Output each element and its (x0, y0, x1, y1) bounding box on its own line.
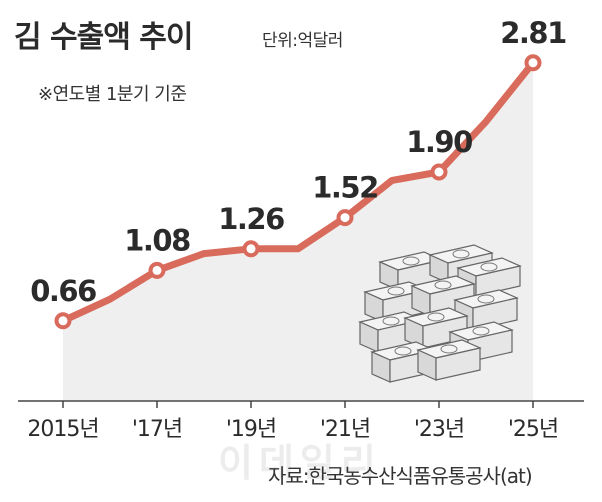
data-point-marker (336, 209, 354, 227)
series-line (59, 59, 537, 325)
data-value-label: 0.66 (30, 274, 96, 308)
data-point-marker (148, 261, 166, 279)
unit-label: 단위:억달러 (262, 31, 343, 51)
x-tick-label: '23년 (414, 417, 464, 442)
data-value-label: 1.26 (218, 202, 284, 236)
x-tick-label: '21년 (320, 417, 370, 442)
data-point-marker (524, 54, 542, 72)
chart-title: 김 수출액 추이 (14, 20, 193, 55)
data-value-label: 2.81 (500, 16, 566, 50)
data-point-marker (242, 240, 260, 258)
data-point-marker (430, 163, 448, 181)
data-value-label: 1.08 (124, 223, 190, 257)
data-value-label: 1.90 (406, 125, 472, 159)
basis-note: ※연도별 1분기 기준 (38, 84, 187, 105)
x-tick-label: '19년 (226, 417, 276, 442)
x-tick-label: '17년 (132, 417, 182, 442)
x-tick-label: '25년 (508, 417, 558, 442)
watermark-logo: 이데일리 (218, 441, 382, 485)
stacked-laver-bundles-icon (358, 244, 522, 383)
source-label: 자료:한국농수산식품유통공사(at) (268, 464, 533, 488)
data-point-marker (54, 312, 72, 330)
x-tick-label: 2015년 (27, 417, 98, 442)
data-value-label: 1.52 (312, 171, 378, 205)
